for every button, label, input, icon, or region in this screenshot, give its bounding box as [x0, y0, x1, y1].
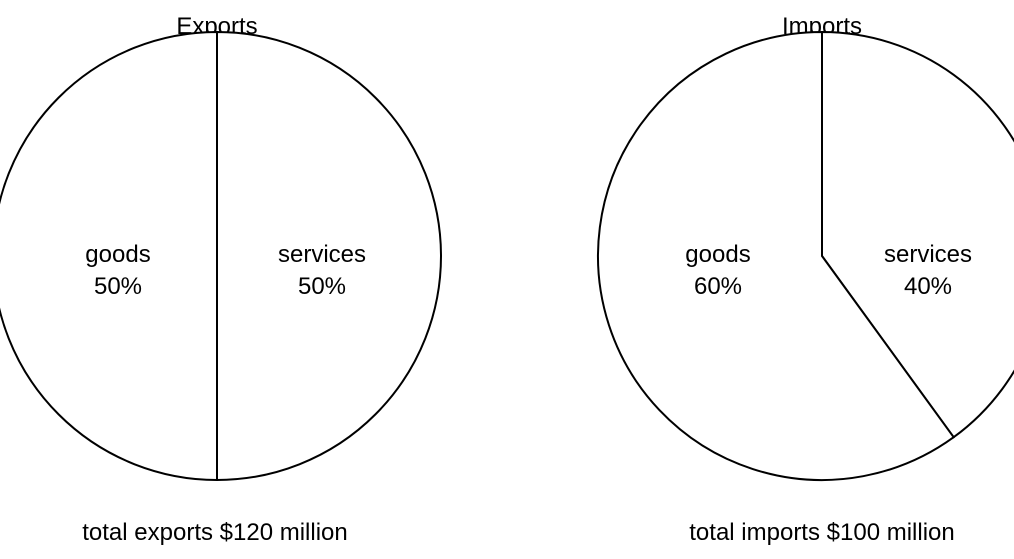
imports-goods-slice [597, 30, 956, 481]
imports-services-label: services [884, 241, 972, 268]
imports-goods-percent: 60% [694, 273, 742, 300]
exports-pie [0, 30, 442, 482]
imports-pie [597, 30, 1014, 481]
imports-services-percent: 40% [904, 273, 952, 300]
exports-goods-slice [0, 30, 218, 482]
exports-services-percent: 50% [298, 273, 346, 300]
exports-services-label: services [278, 241, 366, 268]
imports-caption: total imports $100 million [689, 519, 954, 546]
imports-chart: Imports goods 60% services 40% total imp… [597, 13, 1014, 546]
exports-chart: Exports goods 50% services 50% total exp… [0, 13, 442, 546]
imports-services-slice [821, 30, 1014, 439]
exports-goods-percent: 50% [94, 273, 142, 300]
exports-goods-label: goods [85, 241, 150, 268]
exports-services-slice [216, 30, 442, 482]
exports-caption: total exports $120 million [82, 519, 347, 546]
imports-goods-label: goods [685, 241, 750, 268]
